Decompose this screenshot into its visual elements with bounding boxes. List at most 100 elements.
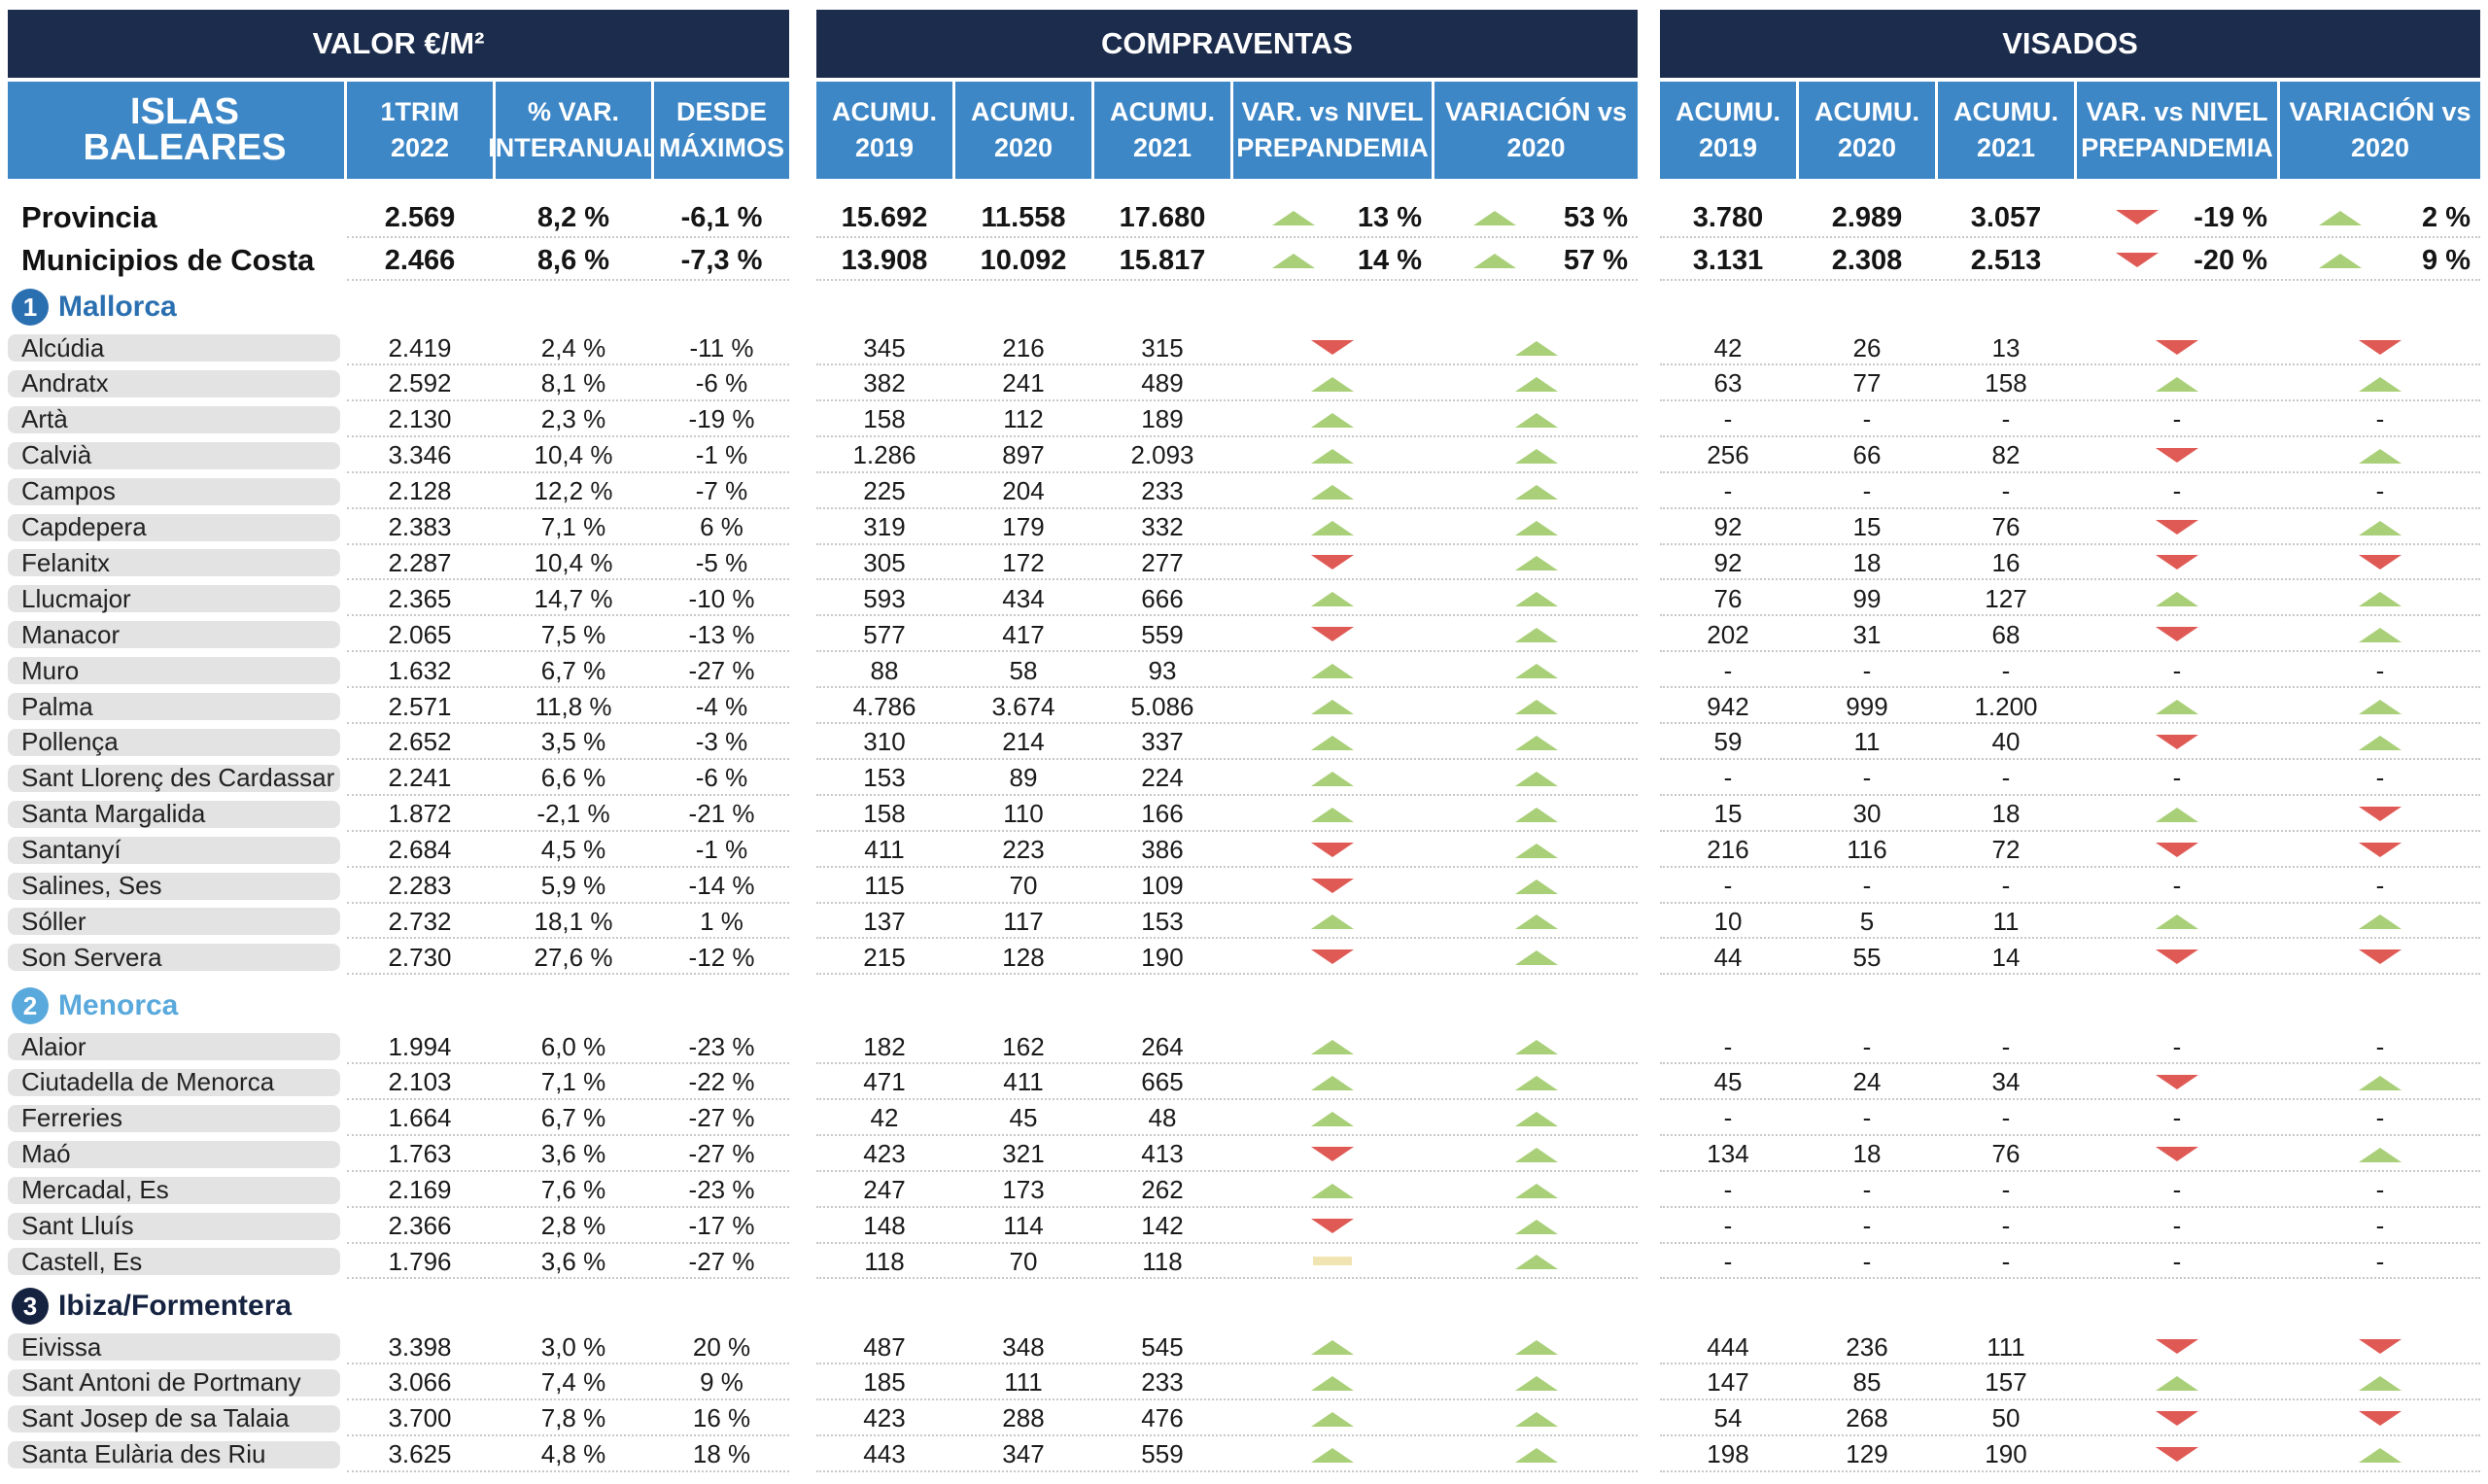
visados-2019-cell: - (1723, 1211, 1733, 1240)
visados-2021-cell: - (2001, 763, 2011, 793)
compra-2020-cell: 204 (1002, 476, 1045, 506)
compra-var-nivel-arrow-up-icon (1311, 1340, 1354, 1355)
desde-maximos-cell: 18 % (692, 1439, 751, 1469)
visados-2021-cell: - (2001, 871, 2011, 900)
desde-maximos-cell: -27 % (688, 1246, 755, 1276)
visados-2020-cell: 66 (1852, 440, 1882, 470)
compra-var-nivel-value: 14 % (1357, 244, 1422, 276)
municipality-name: Manacor (8, 620, 340, 649)
visados-var-nivel-arrow-up-icon (2156, 807, 2198, 822)
row-separator (816, 506, 1638, 509)
row-separator (1660, 506, 2480, 509)
valor-cell: 2.419 (388, 332, 452, 362)
row-separator (1660, 434, 2480, 437)
valor-cell: 2.592 (388, 368, 452, 398)
compra-2021-cell: 386 (1141, 835, 1184, 865)
compra-2020-cell: 288 (1002, 1403, 1045, 1433)
visados-2021-cell: 157 (1985, 1367, 2027, 1398)
desde-maximos-cell: -21 % (688, 799, 755, 829)
visados-2019-cell: 216 (1707, 835, 1749, 865)
row-separator (1660, 470, 2480, 473)
visados-2021-cell: 111 (1987, 1331, 2025, 1362)
visados-var-2020-arrow-up-icon (2319, 211, 2362, 225)
compra-var-2020-arrow-up-icon (1514, 735, 1558, 750)
valor-cell: 2.241 (388, 763, 452, 793)
visados-2020-cell: 18 (1852, 547, 1882, 577)
row-separator (1660, 650, 2480, 653)
compra-2019-cell: 185 (863, 1367, 906, 1398)
municipality-name: Sóller (8, 907, 340, 936)
table-row: Santa Eulària des Riu 3.625 4,8 % 18 % 443 34… (0, 1437, 2488, 1472)
compra-2020-cell: 70 (1009, 871, 1038, 900)
visados-var-nivel: - (2172, 655, 2182, 685)
desde-maximos-cell: -23 % (688, 1175, 755, 1205)
compra-var-2020-arrow-up-icon (1473, 211, 1516, 225)
summary-row-name: Municipios de Costa (21, 243, 315, 277)
visados-var-2020-arrow-down-icon (2359, 1339, 2402, 1354)
row-separator (347, 363, 789, 365)
var-interanual-cell: 7,8 % (540, 1403, 606, 1433)
visados-var-nivel-arrow-up-icon (2156, 1375, 2198, 1391)
compra-2020-cell: 111 (1004, 1367, 1043, 1398)
var-interanual-cell: 10,4 % (534, 547, 613, 577)
compra-2019-cell: 88 (870, 655, 899, 685)
visados-2019-cell: 44 (1713, 942, 1743, 972)
table-row: Sant Llorenç des Cardassar 2.241 6,6 % -6 %… (0, 761, 2488, 796)
compra-var-2020-arrow-up-icon (1514, 807, 1558, 822)
visados-var-nivel-arrow-down-icon (2156, 949, 2198, 965)
desde-maximos-cell: -27 % (688, 1139, 755, 1169)
compra-var-2020-arrow-up-icon (1514, 1255, 1558, 1270)
table-row: Manacor 2.065 7,5 % -13 % 577 417 559 202 31 68 (0, 617, 2488, 653)
var-interanual-cell: 7,6 % (540, 1175, 606, 1205)
visados-2019-cell: - (1723, 1103, 1733, 1133)
compra-2019-cell: 215 (863, 942, 906, 972)
compra-var-nivel-flat-icon (1313, 1257, 1352, 1266)
municipality-name: Campos (8, 476, 340, 505)
visados-var-2020-arrow-up-icon (2359, 448, 2402, 464)
row-separator (347, 650, 789, 653)
compra-var-2020-arrow-up-icon (1514, 1147, 1558, 1162)
row-separator (816, 1133, 1638, 1136)
desde-maximos-cell: 1 % (700, 906, 743, 936)
compra-2021-cell: 476 (1141, 1403, 1184, 1433)
row-separator (347, 236, 789, 238)
compra-2020-cell: 241 (1002, 368, 1045, 398)
valor-cell: 3.398 (388, 1331, 452, 1362)
compra-var-2020-arrow-up-icon (1514, 700, 1558, 714)
visados-var-nivel-arrow-down-icon (2156, 842, 2198, 857)
visados-var-nivel: - (2172, 1031, 2182, 1061)
row-separator (1660, 865, 2480, 868)
compra-2019-cell: 593 (863, 583, 906, 613)
compra-2021-cell: 337 (1141, 727, 1184, 757)
compra-2021-cell: 262 (1141, 1175, 1184, 1205)
municipality-name: Llucmajor (8, 584, 340, 613)
row-separator (816, 1097, 1638, 1100)
compra-var-nivel-arrow-up-icon (1311, 735, 1354, 750)
var-interanual-cell: 7,4 % (540, 1367, 606, 1398)
visados-2020-cell: - (1862, 1103, 1872, 1133)
compra-var-nivel-arrow-down-icon (1311, 627, 1354, 642)
compra-2019-cell: 423 (863, 1139, 906, 1169)
valor-cell: 2.732 (388, 906, 452, 936)
visados-var-nivel-arrow-down-icon (2156, 1410, 2198, 1426)
municipality-name: Eivissa (8, 1332, 340, 1362)
compra-2019-cell: 310 (863, 727, 906, 757)
compra-2019-cell: 118 (864, 1246, 905, 1276)
row-separator (347, 973, 789, 976)
var-interanual-cell: 4,5 % (540, 835, 606, 865)
visados-2019-cell: 198 (1707, 1439, 1749, 1469)
row-separator (816, 434, 1638, 437)
compra-var-nivel-arrow-down-icon (1311, 878, 1354, 893)
desde-maximos-cell: 16 % (692, 1403, 751, 1433)
compra-2019-cell: 247 (863, 1175, 906, 1205)
visados-var-2020: - (2375, 1211, 2385, 1240)
compra-var-nivel-arrow-down-icon (1311, 842, 1354, 857)
row-separator (1660, 757, 2480, 760)
municipality-name: Sant Antoni de Portmany (8, 1367, 340, 1397)
row-separator (347, 614, 789, 617)
var-interanual-cell: 6,0 % (540, 1031, 606, 1061)
row-separator (1660, 722, 2480, 724)
row-separator (1660, 1241, 2480, 1244)
visados-var-2020-arrow-down-icon (2359, 1410, 2402, 1426)
compra-2019-cell: 158 (863, 799, 906, 829)
